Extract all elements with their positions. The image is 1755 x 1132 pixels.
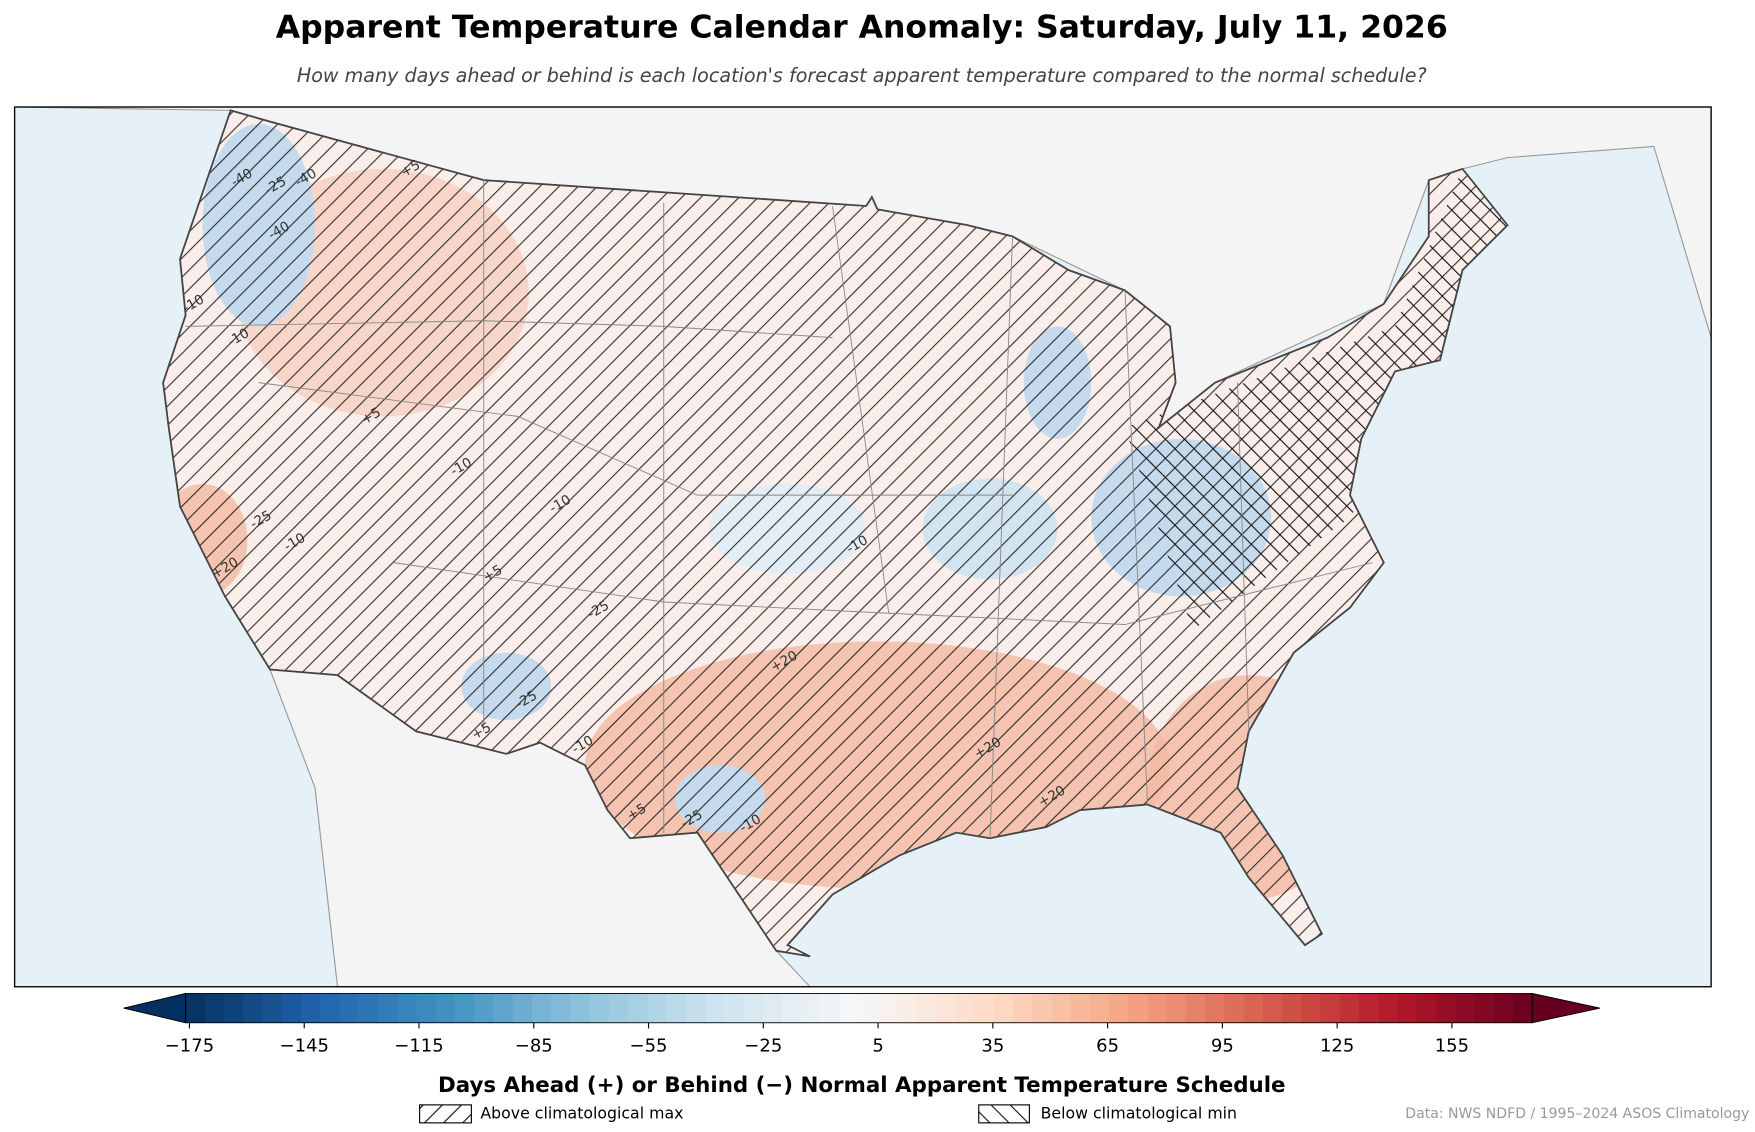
colorbar-segment [762,993,783,1023]
colorbar-segment [820,993,841,1023]
colorbar-segment [1032,993,1052,1023]
colorbar-segment [1416,993,1437,1023]
colorbar-segment [1262,993,1283,1023]
colorbar-segment [301,993,321,1023]
colorbar-segment [339,993,360,1023]
colorbar-segment [1474,993,1495,1023]
colorbar-segment [916,993,937,1023]
colorbar-tick-label: −55 [630,1035,668,1056]
colorbar-segment [666,993,687,1023]
colorbar-segment [1320,993,1341,1023]
colorbar-segment [378,993,398,1023]
colorbar-tick-label: 35 [981,1035,1004,1056]
colorbar-segment [204,993,225,1023]
colorbar-extend [123,992,187,1024]
colorbar-segment [262,993,283,1023]
colorbar-segment [974,993,995,1023]
colorbar-segment [1166,993,1187,1023]
colorbar-tick-label: 155 [1435,1035,1469,1056]
colorbar-segment [1455,993,1476,1023]
colorbar-segment [801,993,822,1023]
map [13,106,1712,988]
colorbar-label: Days Ahead (+) or Behind (−) Normal Appa… [438,1073,1286,1098]
colorbar-segment [570,993,591,1023]
colorbar-segment [1301,993,1322,1023]
colorbar-segment [1378,993,1399,1023]
colorbar-segment [281,993,302,1023]
legend-swatch [978,1104,1030,1124]
colorbar-tick-label: 65 [1096,1035,1119,1056]
colorbar-tick-label: 95 [1211,1035,1234,1056]
colorbar-segment [839,993,860,1023]
colorbar-segment [1282,993,1303,1023]
title: Apparent Temperature Calendar Anomaly: S… [276,9,1448,45]
colorbar-segment [1147,993,1168,1023]
colorbar-segment [608,993,629,1023]
colorbar-segment [955,993,976,1023]
legend-label: Above climatological max [480,1103,683,1122]
colorbar-segment [743,993,764,1023]
colorbar-segment [1089,993,1110,1023]
subtitle: How many days ahead or behind is each lo… [297,64,1427,87]
source-note: Data: NWS NDFD / 1995–2024 ASOS Climatol… [1405,1106,1749,1122]
colorbar-segment [512,993,533,1023]
colorbar-segment [1493,993,1514,1023]
colorbar-segment [1070,993,1091,1023]
colorbar-segment [243,993,264,1023]
colorbar-segment [531,993,552,1023]
colorbar-segment [1012,993,1033,1023]
colorbar-segment [435,993,456,1023]
colorbar-segment [897,993,918,1023]
colorbar-segment [685,993,706,1023]
colorbar-segment [1224,993,1245,1023]
colorbar-segment [1051,993,1072,1023]
colorbar-segment [551,993,572,1023]
colorbar-tick-label: −145 [279,1035,328,1056]
colorbar-tick-label: 5 [872,1035,883,1056]
colorbar-segment [185,993,206,1023]
colorbar-segment [474,993,495,1023]
colorbar-segment [416,993,437,1023]
state-lines [185,180,1373,839]
colorbar-segment [705,993,725,1023]
colorbar-segment [628,993,648,1023]
colorbar-segment [1436,993,1456,1023]
colorbar-segment [1109,993,1129,1023]
colorbar-segment [358,993,379,1023]
us-outline [162,109,1509,958]
colorbar-segment [1359,993,1380,1023]
legend-swatch [419,1104,472,1124]
colorbar-segment [224,993,245,1023]
colorbar-extend [1531,992,1600,1024]
colorbar-segment [878,993,899,1023]
colorbar-segment [935,993,956,1023]
colorbar-segment [1339,993,1360,1023]
colorbar-segment [781,993,802,1023]
colorbar-segment [1128,993,1149,1023]
colorbar-segment [1205,993,1226,1023]
colorbar-tick-label: −85 [515,1035,553,1056]
map-frame [13,106,1712,988]
colorbar-segment [1243,993,1264,1023]
colorbar-segment [993,993,1014,1023]
colorbar-tick-label: −115 [394,1035,443,1056]
colorbar-frame [185,993,1533,1024]
colorbar: −175 −145 −115 −85 −55 −25 5 35 65 95 125 155 [123,992,1600,1056]
colorbar-tick-label: −175 [165,1035,214,1056]
colorbar-segment [397,993,418,1023]
colorbar-segment [1185,993,1206,1023]
colorbar-segment [1397,993,1418,1023]
colorbar-tick-label: −25 [744,1035,782,1056]
colorbar-segment [454,993,475,1023]
colorbar-segment [647,993,668,1023]
colorbar-segment [858,993,879,1023]
colorbar-segment [320,993,341,1023]
colorbar-segment [1513,993,1533,1023]
colorbar-segment [493,993,514,1023]
colorbar-segment [589,993,610,1023]
legend-label: Below climatological min [1041,1103,1237,1122]
colorbar-segment [724,993,745,1023]
colorbar-tick-label: 125 [1320,1035,1354,1056]
